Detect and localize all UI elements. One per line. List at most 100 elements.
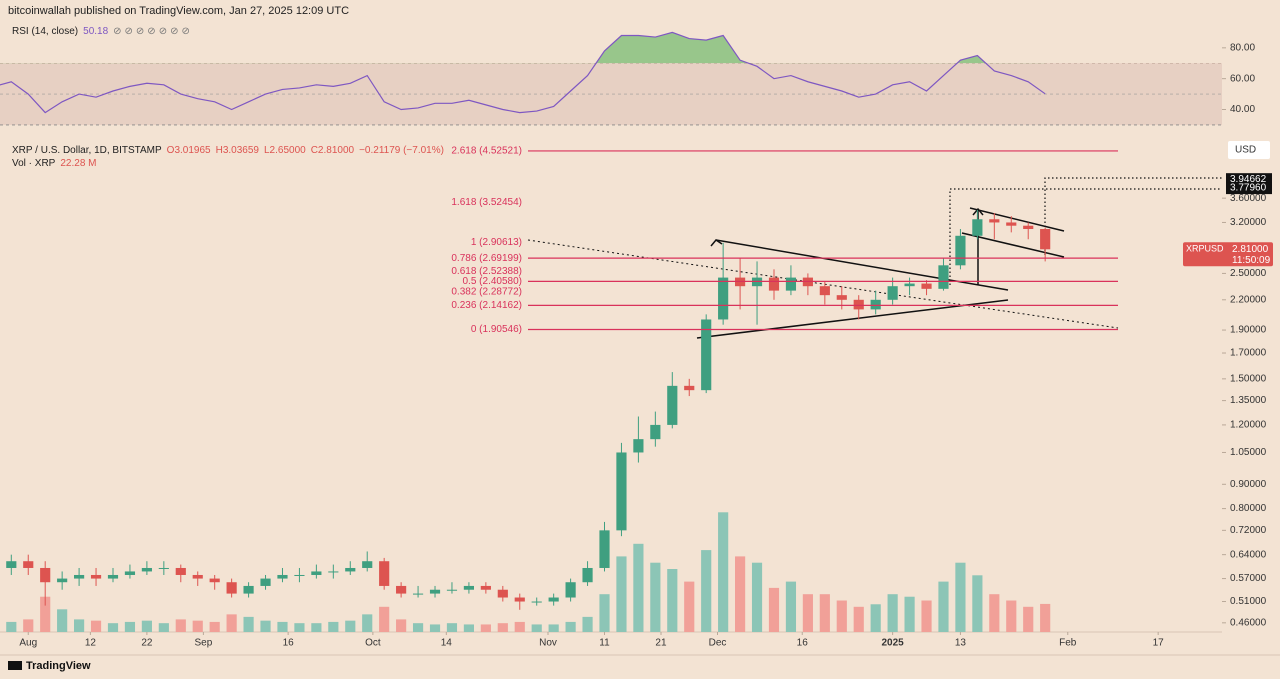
- candle-body: [836, 295, 847, 300]
- y-tick-label: 0.51000: [1230, 596, 1267, 607]
- candle-body: [531, 601, 542, 603]
- volume-bar: [853, 606, 864, 632]
- symbol-title: XRP / U.S. Dollar, 1D, BITSTAMP: [12, 145, 162, 156]
- dotted-trendline: [527, 239, 1119, 329]
- candle-body: [819, 286, 830, 296]
- rsi-line: [0, 31, 1046, 114]
- x-tick-label: Sep: [194, 638, 212, 649]
- candle-body: [74, 574, 85, 579]
- volume-bar: [667, 569, 678, 632]
- volume-bar: [955, 562, 966, 632]
- vol-header: Vol · XRP 22.28 M: [12, 158, 102, 169]
- candle-body: [396, 585, 407, 594]
- rsi-title: RSI (14, close): [12, 26, 79, 37]
- volume-bar: [74, 619, 85, 632]
- x-tick-label: 14: [441, 638, 453, 649]
- footer-brand: TradingView: [26, 660, 91, 672]
- flag-lower: [961, 232, 1065, 258]
- ohlc-value: C2.81000: [310, 145, 355, 156]
- price-header: XRP / U.S. Dollar, 1D, BITSTAMP O3.01965 H…: [12, 145, 454, 156]
- volume-bar: [1023, 606, 1034, 632]
- fib-label: 0.786 (2.69199): [451, 253, 522, 264]
- volume-bar: [379, 606, 390, 632]
- ohlc: O3.01965 H3.03659 L2.65000 C2.81000 −0.21179…: [167, 145, 449, 156]
- volume-bar: [921, 600, 932, 632]
- fib-label: 1 (2.90613): [471, 237, 522, 248]
- x-tick-label: Nov: [539, 638, 557, 649]
- volume-bar: [819, 594, 830, 632]
- rsi-tick-label: 60.00: [1230, 73, 1255, 84]
- x-tick-label: 12: [85, 638, 97, 649]
- volume-bar: [23, 619, 34, 632]
- volume-bar: [362, 614, 373, 632]
- candle-body: [633, 439, 644, 453]
- candle-body: [887, 286, 898, 300]
- candle-body: [412, 593, 424, 595]
- candle-body: [1006, 222, 1017, 226]
- candle-body: [446, 589, 458, 591]
- candle-body: [124, 571, 136, 575]
- candle-body: [972, 219, 983, 236]
- volume-bar: [1040, 603, 1051, 632]
- rsi-tick-label: 40.00: [1230, 104, 1255, 115]
- volume-bar: [124, 621, 136, 632]
- volume-bar: [650, 562, 661, 632]
- volume-bar: [311, 623, 322, 632]
- y-tick-label: 1.35000: [1230, 395, 1267, 406]
- volume-bar: [972, 575, 983, 632]
- logo: [8, 661, 22, 670]
- volume-bar: [599, 594, 610, 632]
- volume-bar: [57, 609, 68, 632]
- volume-bar: [548, 624, 559, 632]
- candle-body: [57, 578, 68, 583]
- volume-bar: [735, 556, 746, 632]
- candle-body: [226, 582, 237, 594]
- x-tick-label: Aug: [19, 638, 37, 649]
- x-tick-label: 16: [797, 638, 809, 649]
- volume-bar: [6, 621, 17, 632]
- y-tick-label: 0.57000: [1230, 573, 1267, 584]
- candle-body: [141, 567, 152, 572]
- candle-body: [311, 571, 322, 575]
- candle-body: [870, 299, 881, 310]
- published-line: bitcoinwallah published on TradingView.c…: [8, 5, 350, 17]
- volume-bar: [463, 624, 474, 632]
- projection: [1044, 177, 1222, 255]
- volume-bar: [446, 623, 458, 632]
- logo-mark: [8, 661, 22, 670]
- candle-body: [90, 574, 102, 579]
- candle-body: [158, 567, 169, 569]
- candle-body: [684, 385, 695, 391]
- candle-body: [650, 424, 661, 440]
- volume-bar: [328, 621, 339, 632]
- candle-body: [768, 277, 780, 291]
- volume-bar: [768, 587, 780, 632]
- volume-bar: [192, 620, 203, 632]
- last-price-countdown: 11:50:09: [1232, 255, 1271, 266]
- candle-body: [616, 452, 627, 531]
- volume-bar: [938, 581, 949, 632]
- rsi-band: [0, 63, 1222, 125]
- y-tick-label: 0.72000: [1230, 525, 1267, 536]
- volume-bar: [260, 620, 271, 632]
- x-tick-label: 2025: [882, 638, 905, 649]
- y-tick-label: 1.05000: [1230, 447, 1267, 458]
- x-tick-label: 21: [655, 638, 667, 649]
- volume-bar: [226, 614, 237, 632]
- candle-body: [701, 319, 712, 391]
- rsi-header: RSI (14, close) 50.18 ⊘⊘⊘⊘⊘⊘⊘: [12, 26, 198, 37]
- candle-body: [718, 277, 729, 320]
- candle-body: [192, 574, 203, 579]
- candle-body: [243, 585, 254, 594]
- candle-body: [6, 561, 17, 568]
- fib-label: 0.236 (2.14162): [451, 300, 522, 311]
- candle-body: [345, 567, 356, 572]
- candle-body: [107, 574, 119, 579]
- ohlc-value: L2.65000: [263, 145, 306, 156]
- x-tick-label: 16: [283, 638, 295, 649]
- rsi-tick-label: 80.00: [1230, 42, 1255, 53]
- volume-bar: [277, 621, 288, 632]
- fib-label: 2.618 (4.52521): [451, 146, 522, 157]
- volume-bar: [480, 624, 491, 632]
